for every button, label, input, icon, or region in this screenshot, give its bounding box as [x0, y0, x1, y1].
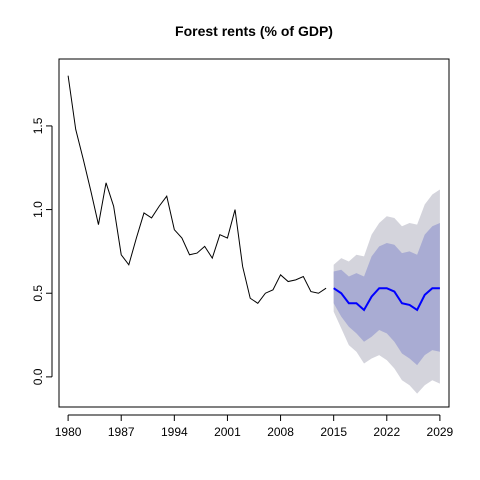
- x-tick-label: 2029: [427, 425, 454, 439]
- x-tick-label: 1987: [108, 425, 135, 439]
- x-tick-label: 2001: [214, 425, 241, 439]
- x-tick-label: 1980: [55, 425, 82, 439]
- chart-title: Forest rents (% of GDP): [175, 23, 333, 39]
- band-80: [333, 222, 440, 366]
- series-lines: [67, 75, 440, 312]
- x-tick-label: 2008: [267, 425, 294, 439]
- y-axis: 0.0 0.5 1.0 1.5: [31, 117, 53, 385]
- y-tick-label: 1.5: [31, 117, 45, 134]
- x-axis: 1980 1987 1994 2001 2008 2015 2022 2029: [55, 414, 454, 439]
- y-tick-label: 0.5: [31, 285, 45, 302]
- observed-series-line: [67, 75, 327, 304]
- x-tick-label: 2015: [320, 425, 347, 439]
- y-tick-label: 0.0: [31, 368, 45, 385]
- forecast-mean-line: [333, 287, 440, 312]
- x-tick-label: 2022: [373, 425, 400, 439]
- x-tick-label: 1994: [161, 425, 188, 439]
- forecast-bands: [333, 189, 440, 394]
- plot-frame: [58, 58, 450, 408]
- y-tick-label: 1.0: [31, 201, 45, 218]
